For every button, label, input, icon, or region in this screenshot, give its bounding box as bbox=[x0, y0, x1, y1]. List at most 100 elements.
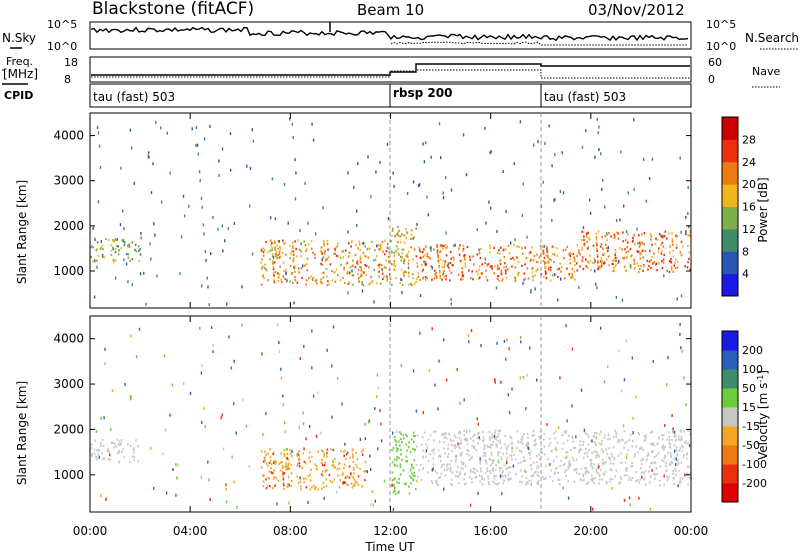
echo-cell bbox=[450, 271, 453, 275]
echo-cell bbox=[686, 472, 689, 475]
echo-cell bbox=[386, 279, 388, 282]
echo-cell bbox=[93, 295, 96, 299]
echo-cell bbox=[519, 120, 522, 124]
echo-cell bbox=[561, 151, 563, 155]
echo-cell bbox=[483, 448, 485, 451]
echo-cell bbox=[272, 451, 275, 454]
echo-cell bbox=[661, 241, 664, 244]
echo-cell bbox=[352, 259, 354, 262]
echo-cell bbox=[298, 267, 300, 270]
echo-cell bbox=[598, 482, 600, 485]
echo-cell bbox=[282, 476, 285, 479]
echo-cell bbox=[508, 252, 511, 255]
colorbar-tick-label: 20 bbox=[742, 178, 756, 191]
echo-cell bbox=[556, 254, 559, 257]
echo-cell bbox=[591, 479, 594, 483]
echo-cell bbox=[385, 250, 388, 253]
echo-cell bbox=[150, 446, 152, 450]
echo-cell bbox=[631, 461, 633, 465]
echo-cell bbox=[457, 273, 460, 276]
echo-cell bbox=[566, 245, 569, 248]
echo-cell bbox=[625, 468, 627, 471]
echo-cell bbox=[521, 264, 523, 267]
echo-cell bbox=[361, 270, 364, 273]
echo-cell bbox=[201, 364, 203, 368]
echo-cell bbox=[379, 160, 381, 164]
echo-cell bbox=[573, 257, 576, 260]
echo-cell bbox=[597, 265, 599, 268]
echo-cell bbox=[676, 297, 678, 301]
echo-cell bbox=[529, 453, 531, 456]
echo-cell bbox=[293, 301, 295, 305]
echo-cell bbox=[415, 277, 418, 281]
echo-cell bbox=[122, 448, 124, 451]
echo-cell bbox=[408, 441, 410, 444]
echo-cell bbox=[609, 458, 612, 461]
echo-cell bbox=[108, 450, 110, 453]
echo-cell bbox=[465, 439, 467, 442]
echo-cell bbox=[287, 462, 290, 465]
echo-cell bbox=[592, 477, 595, 480]
echo-cell bbox=[614, 235, 616, 238]
echo-cell bbox=[405, 230, 408, 234]
y-tick-label: 3000 bbox=[53, 174, 84, 188]
echo-cell bbox=[113, 442, 116, 446]
echo-cell bbox=[356, 261, 358, 264]
echo-cell bbox=[499, 469, 501, 472]
echo-cell bbox=[349, 456, 351, 459]
noise-left-tick-top: 10^5 bbox=[47, 18, 77, 31]
echo-cell bbox=[522, 375, 525, 379]
echo-cell bbox=[393, 458, 396, 461]
echo-cell bbox=[608, 264, 610, 267]
echo-cell bbox=[431, 327, 433, 331]
echo-cell bbox=[595, 454, 598, 457]
echo-cell bbox=[507, 268, 509, 271]
echo-cell bbox=[378, 266, 381, 269]
echo-cell bbox=[613, 266, 615, 269]
echo-cell bbox=[304, 181, 306, 185]
echo-cell bbox=[415, 463, 418, 466]
echo-cell bbox=[629, 247, 632, 251]
echo-cell bbox=[385, 266, 388, 270]
echo-cell bbox=[477, 273, 479, 276]
echo-cell bbox=[570, 273, 573, 276]
echo-cell bbox=[607, 255, 610, 258]
echo-cell bbox=[310, 275, 312, 278]
echo-cell bbox=[262, 480, 265, 483]
echo-cell bbox=[593, 450, 596, 453]
echo-cell bbox=[586, 260, 589, 263]
echo-cell bbox=[655, 237, 657, 240]
echo-cell bbox=[271, 248, 274, 252]
echo-cell bbox=[118, 440, 121, 443]
echo-cell bbox=[443, 262, 446, 265]
echo-cell bbox=[672, 249, 674, 252]
echo-cell bbox=[687, 234, 689, 237]
echo-cell bbox=[201, 205, 203, 209]
echo-cell bbox=[98, 455, 100, 459]
echo-cell bbox=[638, 234, 640, 237]
echo-cell bbox=[447, 447, 449, 450]
echo-cell bbox=[120, 451, 123, 454]
echo-cell bbox=[525, 443, 528, 447]
echo-cell bbox=[347, 230, 349, 234]
echo-cell bbox=[617, 440, 619, 443]
echo-cell bbox=[403, 241, 406, 244]
echo-cell bbox=[408, 485, 410, 488]
echo-cell bbox=[352, 468, 355, 471]
echo-cell bbox=[249, 166, 252, 170]
echo-cell bbox=[515, 473, 517, 476]
echo-cell bbox=[669, 245, 671, 248]
echo-cell bbox=[556, 268, 559, 271]
echo-cell bbox=[402, 469, 405, 472]
echo-cell bbox=[526, 267, 529, 270]
echo-cell bbox=[649, 475, 652, 478]
echo-cell bbox=[495, 474, 497, 478]
echo-cell bbox=[469, 255, 471, 258]
echo-cell bbox=[460, 439, 462, 442]
echo-cell bbox=[357, 475, 360, 478]
echo-cell bbox=[485, 221, 487, 225]
echo-cell bbox=[459, 432, 461, 435]
echo-cell bbox=[283, 453, 286, 456]
echo-cell bbox=[670, 454, 673, 457]
echo-cell bbox=[548, 124, 550, 128]
